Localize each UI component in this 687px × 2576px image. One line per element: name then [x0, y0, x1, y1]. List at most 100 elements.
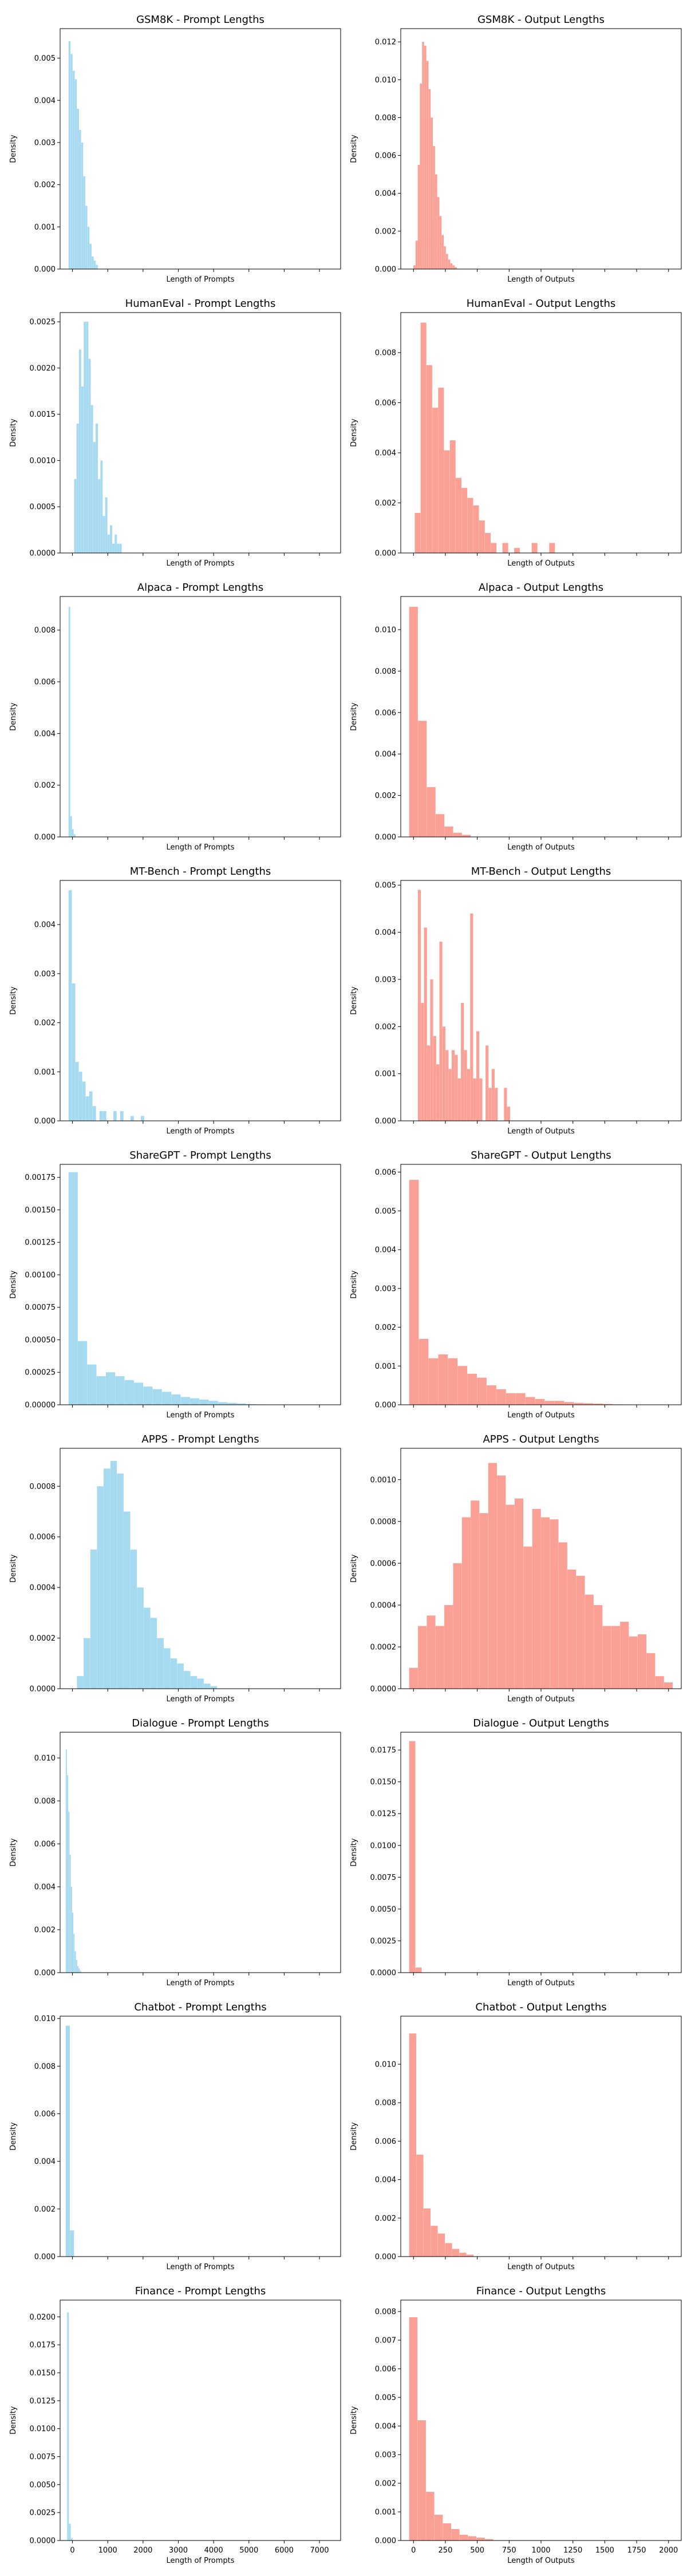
histogram-bar — [514, 1498, 524, 1689]
histogram-bar — [197, 1678, 204, 1689]
y-tick-label: 0.004 — [375, 1246, 396, 1255]
plot-frame — [60, 596, 341, 837]
y-tick-label: 0.004 — [34, 97, 56, 105]
y-axis-label: Density — [9, 1838, 18, 1867]
histogram-bar — [452, 2249, 460, 2257]
histogram-bar — [436, 1064, 440, 1121]
histogram-bar — [409, 1741, 416, 1973]
y-tick-label: 0.002 — [375, 2214, 396, 2223]
histogram-bar — [504, 1088, 507, 1121]
histogram-bar — [593, 1403, 603, 1405]
histogram-bar — [130, 1116, 134, 1121]
y-axis-label: Density — [350, 2122, 358, 2151]
histogram-bar — [76, 1959, 77, 1973]
histogram-bar — [457, 1366, 468, 1405]
histogram-bar — [424, 45, 427, 269]
subplot-gsm8k-output-lengths: GSM8K - Output Lengths 0.000 0.002 0.004 0.0… — [350, 14, 682, 284]
plot-frame — [60, 1732, 341, 1973]
histogram-bar — [515, 1393, 526, 1405]
histogram-bar — [68, 1172, 78, 1405]
histogram-bar — [554, 1401, 564, 1405]
y-axis-label: Density — [350, 1838, 358, 1867]
y-tick-label: 0.006 — [34, 1840, 56, 1849]
histogram-bar — [437, 197, 440, 269]
histogram-bar — [77, 109, 79, 269]
x-tick-label: 1000 — [531, 2546, 550, 2555]
histogram-bar — [415, 1967, 422, 1973]
histogram-bar — [594, 1605, 603, 1689]
y-tick-label: 0.006 — [34, 2110, 56, 2119]
y-tick-label: 0.0150 — [370, 1778, 397, 1787]
y-tick-label: 0.000 — [375, 833, 396, 842]
histogram-bar — [236, 1403, 246, 1405]
x-tick-label: 500 — [470, 2546, 484, 2555]
subplot-title: Chatbot - Output Lengths — [475, 2001, 606, 2013]
y-tick-label: 0.0075 — [30, 2453, 56, 2462]
histogram-bar — [433, 1036, 436, 1121]
histogram-bar — [495, 1088, 498, 1121]
histogram-bar — [88, 358, 91, 553]
histogram-bar — [77, 1966, 79, 1973]
y-tick-label: 0.002 — [375, 792, 396, 800]
histogram-bar — [80, 1970, 81, 1973]
x-tick-label: 750 — [502, 2546, 516, 2555]
subplot-dialogue-output-lengths: Dialogue - Output Lengths 0.0000 0.0025 0.0… — [350, 1717, 682, 1988]
y-tick-label: 0.012 — [375, 38, 396, 47]
y-tick-label: 0.0000 — [30, 550, 56, 558]
histogram-bar — [473, 505, 479, 553]
histogram-bar — [119, 543, 122, 553]
histogram-bar — [89, 243, 92, 269]
histogram-bar — [507, 1107, 510, 1121]
histogram-bar — [431, 2226, 438, 2257]
histogram-bar — [83, 176, 85, 269]
subplot-humaneval-prompt-lengths: HumanEval - Prompt Lengths 0.0000 0.0005 0.… — [9, 298, 341, 568]
y-tick-label: 0.002 — [375, 1323, 396, 1332]
histogram-bar — [164, 1648, 171, 1689]
y-tick-label: 0.005 — [375, 882, 396, 890]
histogram-bar — [177, 1663, 184, 1689]
y-tick-label: 0.0175 — [370, 1747, 397, 1755]
y-tick-label: 0.004 — [34, 921, 56, 930]
y-tick-label: 0.0015 — [30, 410, 56, 419]
histogram-bar — [84, 322, 86, 553]
histogram-bar — [73, 1934, 75, 1973]
y-tick-label: 0.000 — [375, 2253, 396, 2262]
histogram-bar — [102, 1111, 106, 1121]
histogram-bar — [531, 543, 538, 553]
histogram-bar — [70, 1887, 72, 1973]
histogram-bar — [467, 1069, 471, 1121]
histogram-bar — [84, 1638, 90, 1689]
y-tick-label: 0.003 — [34, 970, 56, 978]
y-tick-label: 0.008 — [34, 2063, 56, 2071]
histogram-bar — [102, 516, 105, 553]
histogram-bar — [476, 2538, 485, 2541]
y-tick-label: 0.004 — [375, 2423, 396, 2431]
y-tick-label: 0.0125 — [370, 1810, 397, 1819]
subplot-title: Alpaca - Output Lengths — [479, 582, 603, 594]
y-axis-label: Density — [9, 1270, 18, 1299]
histogram-bar — [81, 386, 84, 553]
y-tick-label: 0.006 — [375, 399, 396, 408]
histogram-bar — [96, 1376, 106, 1405]
histogram-bar — [109, 525, 112, 553]
y-tick-label: 0.00025 — [25, 1369, 56, 1377]
histogram-bar — [430, 979, 433, 1121]
x-tick-label: 7000 — [310, 2546, 329, 2555]
histogram-bar — [424, 927, 427, 1121]
histogram-bar — [439, 216, 442, 269]
y-tick-label: 0.002 — [34, 181, 56, 189]
histogram-bar — [170, 1658, 177, 1689]
histogram-bar — [77, 1676, 84, 1689]
y-tick-label: 0.002 — [375, 2480, 396, 2488]
y-tick-label: 0.0002 — [370, 1643, 397, 1652]
y-tick-label: 0.001 — [375, 1362, 396, 1371]
histogram-bar — [497, 1475, 506, 1689]
histogram-bar — [76, 423, 79, 553]
plot-frame — [400, 2016, 682, 2257]
x-axis-label: Length of Prompts — [166, 275, 234, 284]
histogram-bar — [184, 1671, 191, 1689]
histogram-bar — [470, 913, 473, 1121]
subplot-title: Chatbot - Prompt Lengths — [134, 2001, 266, 2013]
histogram-bar — [107, 534, 110, 553]
y-tick-label: 0.0075 — [370, 1874, 397, 1882]
